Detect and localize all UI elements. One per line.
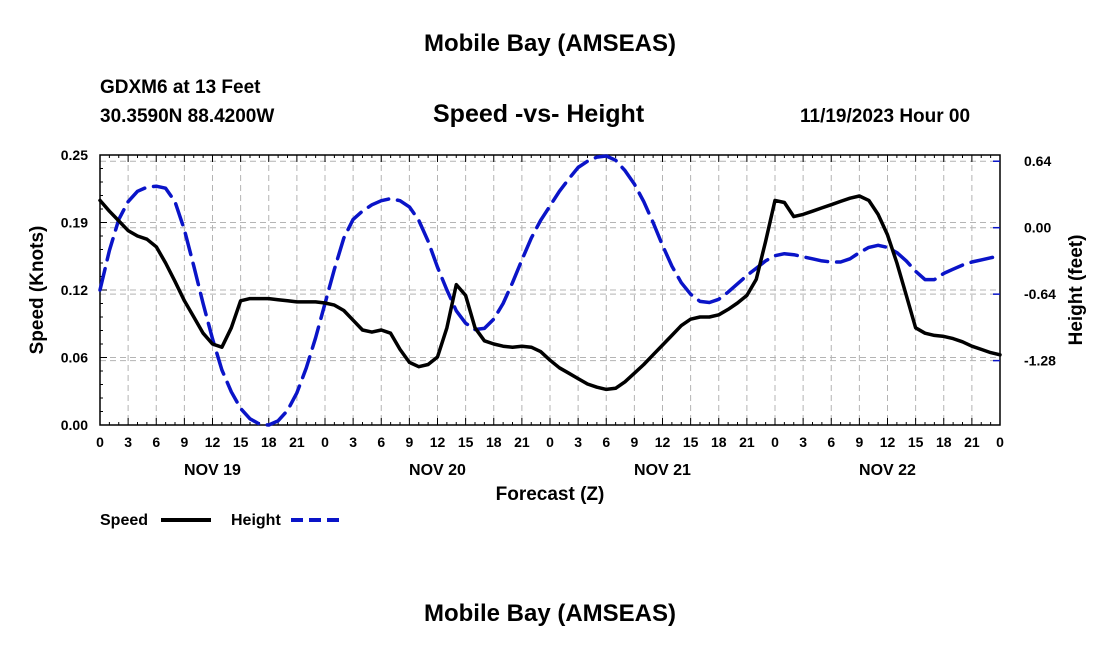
x-tick-label: 0 <box>546 434 554 450</box>
x-tick-label: 21 <box>289 434 305 450</box>
y-tick-label: 0.00 <box>61 417 88 433</box>
x-tick-label: 15 <box>683 434 699 450</box>
x-tick-label: 3 <box>124 434 132 450</box>
y-axis-title: Speed (Knots) <box>27 226 48 355</box>
forecast-datetime: 11/19/2023 Hour 00 <box>800 106 971 127</box>
x-tick-label: 0 <box>96 434 104 450</box>
x-tick-label: 9 <box>405 434 413 450</box>
x-tick-label: 12 <box>655 434 671 450</box>
x-tick-label: 21 <box>514 434 530 450</box>
x-tick-label: 6 <box>152 434 160 450</box>
x-tick-label: 3 <box>799 434 807 450</box>
x-tick-label: 18 <box>936 434 952 450</box>
x-tick-label: 15 <box>458 434 474 450</box>
legend-height-label: Height <box>231 512 281 529</box>
speed-series-line <box>98 194 1002 392</box>
x-tick-label: 3 <box>349 434 357 450</box>
y-tick-label: 0.06 <box>61 350 88 366</box>
station-label: GDXM6 at 13 Feet <box>100 77 261 98</box>
x-tick-label: 21 <box>739 434 755 450</box>
speed-height-chart: 0 3 6 9 12 15 18 21 0 3 6 9 12 15 18 21 0 3 6 9 12 15 18 21 0 3 6 9… <box>27 147 1087 529</box>
day-label: NOV 20 <box>409 462 466 479</box>
x-tick-label: 15 <box>908 434 924 450</box>
footer-title: Mobile Bay (AMSEAS) <box>423 600 677 627</box>
x-tick-label: 12 <box>880 434 896 450</box>
x-tick-label: 6 <box>602 434 610 450</box>
x-tick-label: 12 <box>205 434 221 450</box>
axis-ticks <box>99 154 1001 426</box>
y2-tick-label: 0.64 <box>1024 153 1051 169</box>
x-tick-label: 12 <box>430 434 446 450</box>
x-tick-label: 21 <box>964 434 980 450</box>
series-lines <box>98 154 1002 427</box>
x-tick-label: 18 <box>486 434 502 450</box>
grid-lines <box>100 155 1000 425</box>
x-tick-label: 0 <box>771 434 779 450</box>
figure-title: Mobile Bay (AMSEAS) <box>423 30 677 57</box>
x-tick-label: 6 <box>827 434 835 450</box>
station-coordinates: 30.3590N 88.4200W <box>100 106 275 127</box>
y2-tick-label: -1.28 <box>1024 353 1056 369</box>
x-tick-label: 0 <box>996 434 1004 450</box>
legend-speed-label: Speed <box>100 512 148 529</box>
x-tick-label: 9 <box>855 434 863 450</box>
x-tick-label: 15 <box>233 434 249 450</box>
x-tick-label: 18 <box>711 434 727 450</box>
x-tick-label: 18 <box>261 434 277 450</box>
x-tick-label: 9 <box>180 434 188 450</box>
x-tick-label: 3 <box>574 434 582 450</box>
y-tick-label: 0.19 <box>61 215 88 231</box>
day-label: NOV 19 <box>184 462 241 479</box>
y-tick-label: 0.25 <box>61 147 88 163</box>
x-tick-label: 9 <box>630 434 638 450</box>
x-tick-label: 6 <box>377 434 385 450</box>
chart-title: Speed -vs- Height <box>433 100 645 128</box>
y2-axis-title: Height (feet) <box>1066 235 1087 346</box>
day-label: NOV 22 <box>859 462 916 479</box>
day-label: NOV 21 <box>634 462 691 479</box>
y2-tick-label: 0.00 <box>1024 220 1051 236</box>
y-tick-label: 0.12 <box>61 282 88 298</box>
legend: Speed Height <box>100 512 343 529</box>
x-tick-label: 0 <box>321 434 329 450</box>
axis-labels: 0 3 6 9 12 15 18 21 0 3 6 9 12 15 18 21 0 3 6 9 12 15 18 21 0 3 6 9… <box>61 147 1056 479</box>
height-series-line <box>98 154 1002 427</box>
y2-tick-label: -0.64 <box>1024 286 1056 302</box>
x-axis-title: Forecast (Z) <box>496 484 605 505</box>
